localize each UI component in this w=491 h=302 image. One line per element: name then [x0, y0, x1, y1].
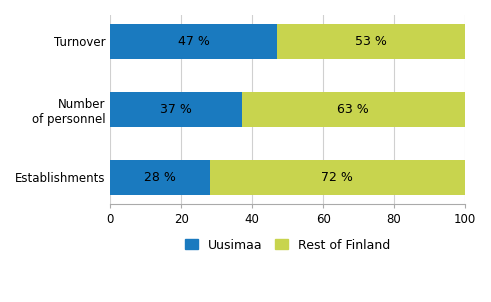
Text: 37 %: 37 %	[160, 103, 192, 116]
Bar	[242, 92, 465, 127]
Bar	[110, 24, 277, 59]
Text: 63 %: 63 %	[337, 103, 369, 116]
Text: 47 %: 47 %	[178, 35, 210, 48]
Legend: Uusimaa, Rest of Finland: Uusimaa, Rest of Finland	[180, 234, 395, 257]
Bar	[210, 160, 465, 195]
Text: 72 %: 72 %	[321, 171, 353, 184]
Text: 53 %: 53 %	[355, 35, 387, 48]
Bar	[277, 24, 465, 59]
Text: 28 %: 28 %	[144, 171, 176, 184]
Bar	[110, 92, 242, 127]
Bar	[110, 160, 210, 195]
